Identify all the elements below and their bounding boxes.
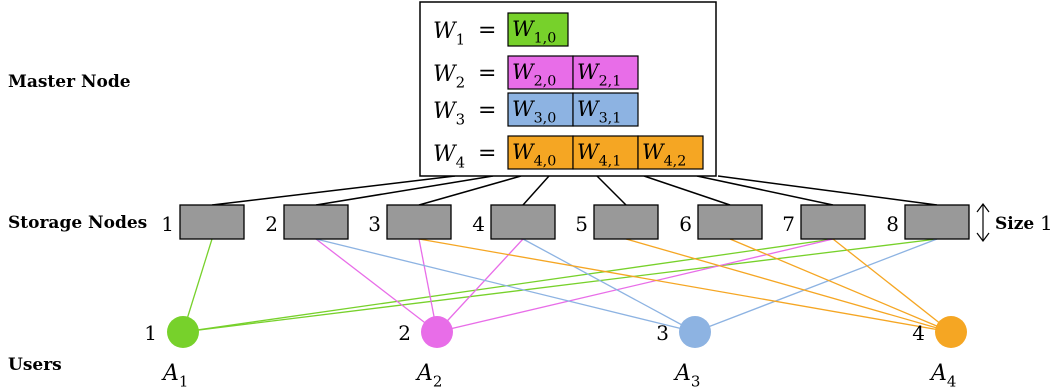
storage-node-6 xyxy=(697,204,763,240)
subfile-block xyxy=(507,12,569,47)
master-link-lines xyxy=(211,175,938,206)
master-link-6 xyxy=(643,175,731,206)
subfile-label: W2,0 xyxy=(512,60,556,89)
master-node-label: Master Node xyxy=(8,72,131,92)
user-4-link-node-3 xyxy=(418,238,952,333)
user-set-label: A2 xyxy=(415,361,442,390)
subfile-label: W1,0 xyxy=(512,17,556,46)
subfile-block xyxy=(507,92,574,127)
storage-node-7 xyxy=(800,204,866,240)
user-4-link-node-6 xyxy=(729,238,952,333)
user-number: 2 xyxy=(398,321,411,345)
user-number: 3 xyxy=(656,321,669,345)
user-node-2 xyxy=(421,316,453,348)
master-link-8 xyxy=(717,175,938,206)
subfile-label: W4,0 xyxy=(512,140,556,169)
storage-node-number: 3 xyxy=(368,212,381,236)
users: 1A1 2A2 3A3 4A4 xyxy=(144,316,967,390)
equation-lhs: W1 xyxy=(433,19,465,49)
master-equations: W1 = W1,0 W2 = W2,0 W2,1 W3 = W3,0 W3,1 W4 = W4,0 W4,1… xyxy=(433,12,704,172)
user-3-link-node-4 xyxy=(522,238,696,333)
equation-lhs: W2 xyxy=(433,62,465,92)
master-link-7 xyxy=(696,175,834,206)
user-number: 4 xyxy=(912,321,925,345)
user-link-lines xyxy=(182,238,952,333)
user-number: 1 xyxy=(144,321,157,345)
user-3-link-node-8 xyxy=(694,238,938,333)
storage-nodes: 1 2 3 4 5 6 7 8 xyxy=(161,204,970,240)
master-link-2 xyxy=(315,175,494,206)
equals-sign: = xyxy=(478,98,496,123)
storage-node-8 xyxy=(904,204,970,240)
master-link-5 xyxy=(596,175,627,206)
user-set-label: A1 xyxy=(161,361,188,390)
master-link-3 xyxy=(418,175,522,206)
storage-node-number: 8 xyxy=(886,212,899,236)
equals-sign: = xyxy=(478,18,496,43)
user-3-link-node-2 xyxy=(315,238,696,333)
equation-lhs: W3 xyxy=(433,99,465,129)
size-indicator: Size 1 xyxy=(976,203,1053,242)
user-1-link-node-1 xyxy=(182,238,213,333)
user-2-link-node-2 xyxy=(315,238,438,333)
equals-sign: = xyxy=(478,141,496,166)
storage-node-1 xyxy=(179,204,245,240)
equals-sign: = xyxy=(478,61,496,86)
storage-node-number: 7 xyxy=(782,212,795,236)
equation-lhs: W4 xyxy=(433,142,465,172)
storage-node-2 xyxy=(283,204,349,240)
subfile-block xyxy=(572,55,639,90)
subfile-label: W4,1 xyxy=(577,140,621,169)
user-4-link-node-7 xyxy=(832,238,952,333)
subfile-label: W3,1 xyxy=(577,97,621,126)
storage-node-number: 1 xyxy=(161,212,174,236)
subfile-block xyxy=(572,135,639,170)
storage-node-number: 4 xyxy=(472,212,485,236)
storage-nodes-label: Storage Nodes xyxy=(8,213,148,233)
storage-node-3 xyxy=(386,204,452,240)
subfile-label: W3,0 xyxy=(512,97,556,126)
subfile-block xyxy=(637,135,704,170)
storage-node-4 xyxy=(490,204,556,240)
master-link-1 xyxy=(211,175,456,206)
users-label: Users xyxy=(8,355,62,375)
user-4-link-node-5 xyxy=(625,238,952,333)
master-link-4 xyxy=(522,175,550,206)
subfile-block xyxy=(572,92,639,127)
size-word: Size xyxy=(995,214,1034,234)
user-set-label: A3 xyxy=(673,361,700,390)
storage-node-number: 6 xyxy=(679,212,692,236)
subfile-label: W4,2 xyxy=(642,140,686,169)
user-node-3 xyxy=(679,316,711,348)
storage-node-5 xyxy=(593,204,659,240)
user-node-4 xyxy=(935,316,967,348)
user-1-link-node-8 xyxy=(182,238,938,333)
user-node-1 xyxy=(167,316,199,348)
subfile-label: W2,1 xyxy=(577,60,621,89)
storage-node-number: 5 xyxy=(575,212,588,236)
user-set-label: A4 xyxy=(929,361,956,390)
size-value: 1 xyxy=(1040,211,1053,235)
storage-node-number: 2 xyxy=(265,212,278,236)
